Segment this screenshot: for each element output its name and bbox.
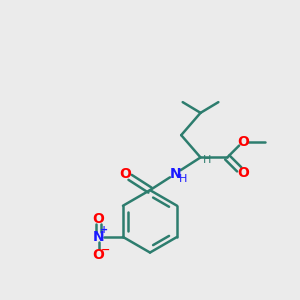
Text: O: O	[119, 167, 131, 181]
Text: N: N	[93, 230, 104, 244]
Text: H: H	[203, 155, 211, 165]
Text: O: O	[237, 135, 249, 149]
Text: H: H	[179, 174, 188, 184]
Text: O: O	[93, 212, 104, 226]
Text: O: O	[93, 248, 104, 262]
Text: N: N	[169, 167, 181, 181]
Text: +: +	[100, 225, 108, 236]
Text: O: O	[237, 166, 249, 180]
Text: −: −	[100, 244, 110, 254]
